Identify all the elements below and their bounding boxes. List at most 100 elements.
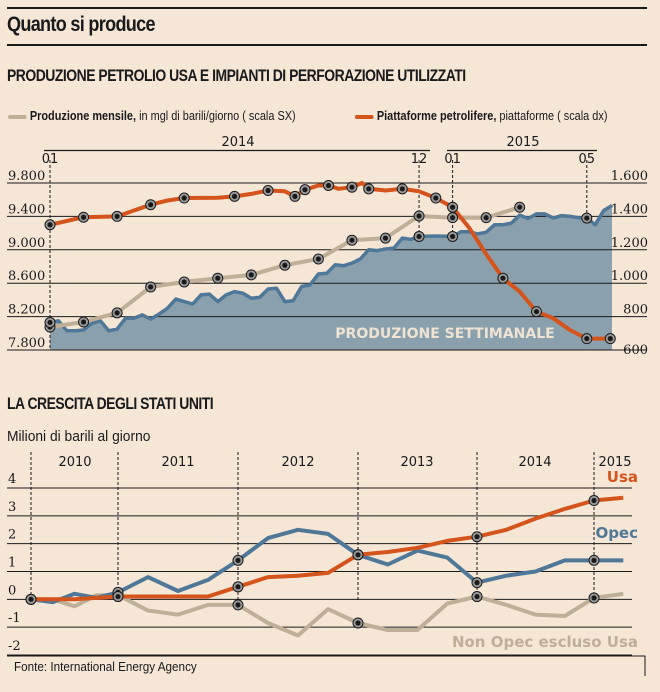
weekly-point-marker-dot (450, 233, 456, 240)
rigs-point-marker (363, 183, 375, 195)
monthly-point-marker-dot (315, 256, 321, 262)
legend-swatch-monthly (8, 114, 27, 119)
monthly-point-marker (480, 212, 492, 224)
rigs-point-marker-dot (399, 186, 405, 192)
year-label: 2012 (281, 455, 314, 470)
year-label: 2013 (400, 455, 433, 470)
monthly-point-marker (346, 234, 358, 246)
weekly-point-marker-dot (47, 319, 53, 326)
monthly-point-marker (380, 232, 391, 244)
left-tick-label: 9.800 (8, 169, 45, 184)
legend-rigs: Piattaforme petrolifere, piattaforme ( s… (355, 108, 607, 123)
non_opec-point-marker (232, 599, 244, 611)
left-tick-label: 9.400 (8, 202, 45, 217)
page-title: Quanto si produce (7, 13, 156, 36)
monthly-point-marker-dot (349, 237, 355, 243)
right-tick-label: 1.000 (611, 269, 648, 284)
monthly-point-marker-dot (114, 310, 120, 316)
monthly-point-marker (145, 281, 157, 293)
rigs-point-marker-dot (231, 193, 238, 199)
monthly-point-marker-dot (450, 215, 456, 221)
rigs-point-marker-dot (533, 308, 540, 315)
usa-point-marker-dot (28, 596, 34, 602)
legend-rigs-bold: Piattaforme petrolifere, (376, 108, 497, 123)
chart2-title: LA CRESCITA DEGLI STATI UNITI (7, 394, 214, 413)
rigs-point-marker (396, 183, 408, 195)
usa-point-marker (112, 591, 124, 603)
right-tick-label: 1.200 (611, 236, 648, 251)
legend-monthly: Produzione mensile, in mgl di barili/gio… (8, 108, 296, 123)
non_opec-point-marker (588, 592, 600, 604)
year-label: 2014 (518, 455, 551, 470)
monthly-point-marker-dot (416, 213, 422, 219)
rigs-point-marker (145, 199, 157, 211)
rigs-point-marker-dot (607, 336, 613, 342)
weekly-point-marker (447, 230, 459, 242)
rigs-point-marker (289, 190, 301, 202)
monthly-point-marker-dot (483, 215, 489, 221)
monthly-point-marker (312, 253, 324, 265)
rigs-point-marker (530, 306, 542, 318)
monthly-point-marker-dot (517, 204, 523, 210)
right-tick-label: 1.400 (611, 202, 648, 217)
usa-line (31, 495, 624, 602)
month-tick-label: 01 (444, 152, 461, 167)
monthly-point-marker (111, 307, 123, 319)
legend-rigs-text: piattaforme ( scala dx) (496, 108, 608, 123)
monthly-point-marker-dot (181, 279, 187, 285)
usa-point-marker (232, 581, 244, 593)
title-rule (7, 44, 647, 46)
legend-monthly-bold: Produzione mensile, (29, 108, 137, 123)
rigs-point-marker (604, 333, 616, 345)
rigs-point-marker (497, 272, 509, 284)
monthly-point-marker (279, 259, 291, 271)
monthly-point-marker (514, 201, 526, 213)
rigs-point-marker (299, 184, 311, 196)
opec-point-marker (588, 554, 600, 566)
rigs-point-marker-dot (265, 187, 271, 194)
non_opec-point-marker (471, 591, 483, 603)
rigs-point-marker-dot (80, 214, 87, 220)
rigs-point-marker (430, 192, 442, 204)
opec-point-marker-dot (591, 557, 597, 563)
year-label-2015: 2015 (506, 135, 539, 150)
rigs-point-marker (262, 185, 274, 197)
monthly-point-marker (413, 210, 425, 222)
non_opec-point-marker (352, 617, 364, 629)
month-tick-label: 05 (579, 152, 596, 167)
left-tick-label: 9.000 (8, 236, 45, 251)
source-box (7, 655, 646, 676)
right-tick-label: 600 (623, 343, 648, 358)
rigs-point-marker (447, 201, 459, 213)
legend-monthly-text: in mgl di barili/giorno ( scala SX) (136, 108, 296, 123)
usa-point-marker (25, 593, 37, 605)
weekly-production-line (49, 204, 613, 333)
month-tick-label: 12 (411, 152, 428, 167)
rigs-point-marker (322, 180, 334, 192)
y-tick-label: 4 (8, 472, 16, 487)
weekly-point-marker-dot (584, 215, 590, 221)
rigs-point-marker-dot (114, 213, 120, 219)
monthly-point-marker (212, 272, 224, 284)
non_opec-point-marker-dot (591, 595, 597, 601)
left-tick-label: 8.200 (8, 303, 45, 318)
monthly-point-marker-dot (215, 275, 221, 281)
right-tick-label: 1.600 (611, 169, 648, 184)
top-rule (7, 7, 647, 9)
usa-point-marker-dot (355, 552, 361, 558)
non_opec-point-marker-dot (474, 593, 480, 600)
usa-point-marker (471, 531, 483, 543)
rigs-point-marker-dot (325, 182, 332, 189)
left-tick-label: 7.800 (8, 336, 45, 351)
year-label: 2011 (161, 455, 194, 470)
rigs-point-marker (346, 181, 358, 193)
y-tick-label: 3 (8, 500, 16, 515)
non_opec-point-marker-dot (235, 602, 241, 608)
year-label: 2015 (598, 455, 631, 470)
weekly-point-marker-dot (416, 233, 422, 240)
opec-point-marker (232, 554, 244, 566)
opec-point-marker-dot (235, 557, 241, 563)
rigs-point-marker (78, 211, 90, 223)
rigs-point-marker (111, 210, 123, 222)
